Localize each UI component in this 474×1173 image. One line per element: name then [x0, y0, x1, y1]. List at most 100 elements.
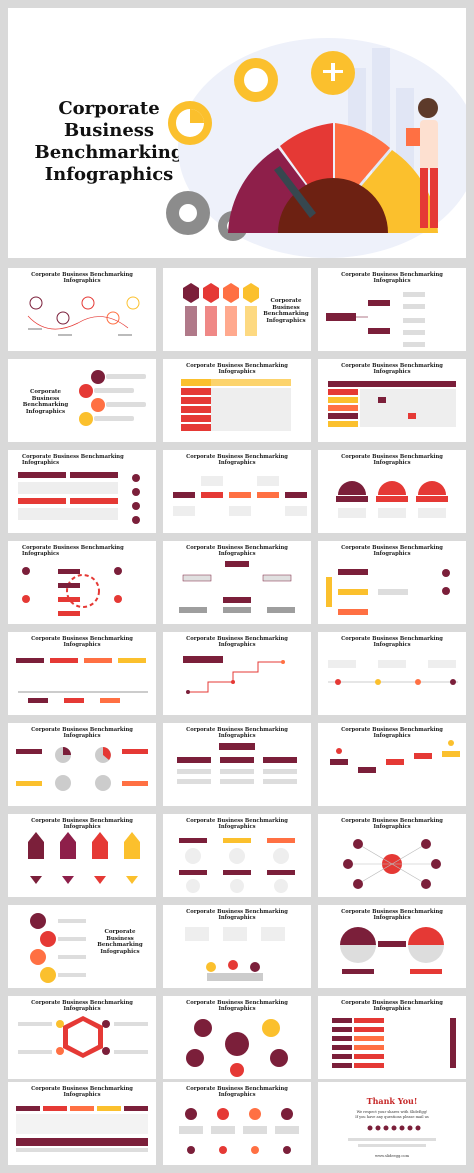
slide-thumbnail[interactable]: Corporate Business Benchmarking Infograp… [8, 723, 156, 806]
slide-thumbnail[interactable]: Corporate Business Benchmarking Infograp… [318, 450, 466, 533]
rocket-graphic [28, 832, 140, 884]
slide-thumbnail[interactable]: Corporate Business Benchmarking Infograp… [318, 268, 466, 351]
slide-thumbnail[interactable]: Corporate Business Benchmarking Infograp… [318, 996, 466, 1079]
social-icons-row [348, 1125, 436, 1147]
side-title: Corporate Business Benchmarking Infograp… [18, 389, 73, 415]
side-title-line: Corporate [30, 389, 61, 395]
phase-chart-graphic [330, 740, 460, 773]
slide-title: Corporate Business Benchmarking Infograp… [31, 272, 133, 284]
hexagon-graphic [183, 283, 259, 336]
thank-you-url[interactable]: www.slideegg.com [375, 1154, 409, 1158]
phase-table-graphic [16, 1106, 148, 1152]
slide-thumbnail[interactable]: Corporate Business Benchmarking Infograp… [163, 450, 311, 533]
social-icon [383, 1125, 389, 1131]
side-title-line: Corporate [270, 298, 302, 304]
slide-title: Corporate Business Benchmarking Infograp… [186, 363, 288, 375]
slide-thumbnail[interactable]: Corporate Business Benchmarking Infograp… [163, 541, 311, 624]
slide-thumbnail[interactable]: Corporate Business Benchmarking Infograp… [8, 541, 156, 624]
hero-slide[interactable]: Corporate Business Benchmarking Infograp… [8, 8, 466, 258]
slide-thumbnail[interactable]: Corporate Business Benchmarking Infograp… [163, 905, 311, 988]
half-circles-graphic [340, 927, 444, 974]
central-circle-graphic [22, 567, 122, 616]
pie-comparison-graphic [336, 481, 448, 518]
social-icon [367, 1125, 373, 1131]
hexagon-hub-graphic [18, 1016, 148, 1058]
bubble-list-graphic [79, 370, 146, 426]
slide-thumbnail[interactable]: Corporate Business Benchmarking Infograp… [8, 996, 156, 1079]
slide-title: Corporate Business Benchmarking Infograp… [186, 1000, 288, 1012]
numbered-circles-graphic [30, 913, 86, 983]
flow-graphic [326, 569, 450, 615]
slide-title: Corporate Business Benchmarking Infograp… [22, 545, 124, 557]
hero-title: Corporate Business Benchmarking Infograp… [34, 98, 184, 186]
slide-thumbnail[interactable]: Corporate Business Benchmarking Infograp… [8, 268, 156, 351]
social-icon [407, 1125, 413, 1131]
slide-thumbnail[interactable]: Corporate Business Benchmarking Infograp… [163, 1082, 311, 1165]
side-title-line: Business [31, 395, 60, 402]
side-title-line: Infographics [266, 317, 306, 324]
slide-thumbnail-grid: Corporate Business Benchmarking Infograp… [8, 268, 466, 1165]
thank-you-title: Thank You! [366, 1096, 418, 1106]
slide-title: Corporate Business Benchmarking Infograp… [341, 909, 443, 921]
slide-thumbnail[interactable]: Corporate Business Benchmarking Infograp… [318, 632, 466, 715]
hero-title-line: Business [63, 120, 155, 141]
slide-thumbnail[interactable]: Corporate Business Benchmarking Infograp… [163, 268, 311, 351]
side-title: Corporate Business Benchmarking Infograp… [90, 929, 150, 955]
pie-row-graphic [16, 747, 148, 791]
slide-title: Corporate Business Benchmarking Infograp… [31, 818, 133, 830]
slide-thumbnail[interactable]: Corporate Business Benchmarking Infograp… [163, 996, 311, 1079]
slide-thumbnail[interactable]: Corporate Business Benchmarking Infograp… [163, 814, 311, 897]
slide-thumbnail[interactable]: Corporate Business Benchmarking Infograp… [8, 1082, 156, 1165]
staircase-graphic [183, 656, 285, 694]
slide-thumbnail[interactable]: Corporate Business Benchmarking Infograp… [8, 905, 156, 988]
slide-title: Corporate Business Benchmarking Infograp… [31, 1000, 133, 1012]
slide-thumbnail[interactable]: Corporate Business Benchmarking Infograp… [163, 632, 311, 715]
slide-thumbnail[interactable]: Corporate Business Benchmarking Infograp… [163, 359, 311, 442]
slide-thumbnail[interactable]: Corporate Business Benchmarking Infograp… [318, 905, 466, 988]
slide-thumbnail[interactable]: Corporate Business Benchmarking Infograp… [318, 541, 466, 624]
circle-network-graphic [179, 838, 295, 893]
social-icon [391, 1125, 397, 1131]
slide-title: Corporate Business Benchmarking Infograp… [186, 636, 288, 648]
slide-thumbnail[interactable]: Corporate Business Benchmarking Infograp… [8, 450, 156, 533]
side-title-line: Benchmarking [263, 311, 309, 317]
hero-title-line: Corporate [58, 98, 160, 119]
dot-timeline-graphic [328, 660, 458, 685]
slide-thumbnail[interactable]: Corporate Business Benchmarking Infograp… [8, 359, 156, 442]
slide-thumbnail[interactable]: Corporate Business Benchmarking Infograp… [8, 632, 156, 715]
slide-title: Corporate Business Benchmarking Infograp… [186, 818, 288, 830]
slide-title: Corporate Business Benchmarking Infograp… [341, 454, 443, 466]
slide-title: Corporate Business Benchmarking Infograp… [341, 363, 443, 375]
slide-thumbnail[interactable]: Corporate Business Benchmarking Infograp… [8, 814, 156, 897]
speedometer-illustration [166, 38, 466, 258]
circle-steps-graphic [27, 296, 140, 336]
slide-thumbnail-thank-you[interactable]: Thank You! We respect your shares with S… [318, 1082, 466, 1165]
thank-you-line: We respect your shares with SlideEgg! [356, 1110, 428, 1114]
timeline-graphic [16, 658, 148, 703]
social-icon [415, 1125, 421, 1131]
steps-graphic [173, 476, 307, 516]
slide-title: Corporate Business Benchmarking Infograp… [31, 636, 133, 648]
tree-diagram-graphic [326, 292, 425, 347]
slide-title: Corporate Business Benchmarking Infograp… [341, 272, 443, 284]
hero-title-line: Infographics [44, 164, 174, 185]
side-title-line: Infographics [100, 948, 140, 955]
slide-title: Corporate Business Benchmarking Infograp… [341, 636, 443, 648]
thank-you-line: If you have any questions please mail us [355, 1115, 429, 1119]
slide-title: Corporate Business Benchmarking Infograp… [186, 727, 288, 739]
slide-title: Corporate Business Benchmarking Infograp… [186, 909, 288, 921]
slide-title: Corporate Business Benchmarking Infograp… [186, 545, 288, 557]
org-chart-graphic [179, 561, 295, 613]
table-graphic [181, 379, 291, 431]
slide-thumbnail[interactable]: Corporate Business Benchmarking Infograp… [318, 359, 466, 442]
hub-spoke-graphic [343, 839, 441, 889]
profile-table-graphic [18, 472, 140, 524]
side-title-line: Corporate [104, 929, 136, 935]
side-title-line: Benchmarking [22, 402, 69, 408]
slide-thumbnail[interactable]: Corporate Business Benchmarking Infograp… [318, 814, 466, 897]
hero-title-line: Benchmarking [34, 142, 184, 163]
slide-thumbnail[interactable]: Corporate Business Benchmarking Infograp… [318, 723, 466, 806]
slide-thumbnail[interactable]: Corporate Business Benchmarking Infograp… [163, 723, 311, 806]
slide-title: Corporate Business Benchmarking Infograp… [186, 454, 288, 466]
side-title-line: Benchmarking [97, 942, 143, 948]
